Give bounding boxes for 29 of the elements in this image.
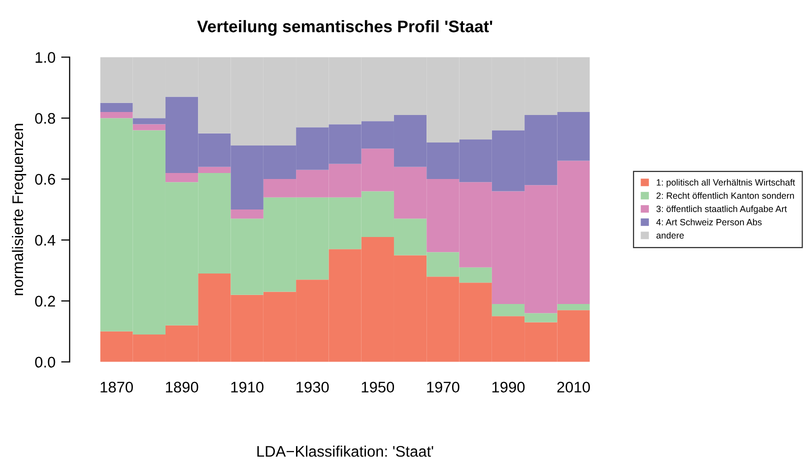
y-tick-label: 0.4 [35,234,56,246]
x-tick-label: 1970 [427,382,460,393]
legend-label: andere [656,232,684,239]
legend-label: 1: politisch all Verhältnis Wirtschaft [656,178,796,188]
x-tick-label: 1950 [362,382,394,393]
legend-label: 4: Art Schweiz Person Abs [656,218,762,226]
x-tick-label: 1890 [166,382,198,393]
x-tick-label: 1990 [492,382,525,393]
x-tick-label: 2010 [557,382,590,393]
x-tick-label: 1910 [231,382,264,393]
bar [557,304,590,310]
y-tick-label: 0.2 [35,296,55,307]
bar [198,166,231,173]
bar [100,102,133,112]
y-tick-label: 0.8 [35,112,56,124]
bar [165,172,198,182]
legend-label: 3: öffentlich staatlich Aufgabe Art [656,205,787,214]
x-tick-label: 1930 [296,382,329,393]
y-tick-label: 1.0 [36,52,56,63]
bar [100,112,133,118]
x-tick-label: 1870 [100,382,133,393]
chart-title: Verteilung semantisches Profil 'Staat' [197,20,492,36]
x-axis-title: LDA−Klassifikation: 'Staat' [257,446,434,457]
bar [132,124,166,130]
y-tick-label: 0.6 [35,174,56,185]
y-tick-label: 0.0 [35,356,56,368]
y-axis-title: normalisierte Frequenzen [12,124,26,296]
bar [230,210,264,219]
legend-label: 2: Recht öffentlich Kanton sondern [656,192,794,199]
